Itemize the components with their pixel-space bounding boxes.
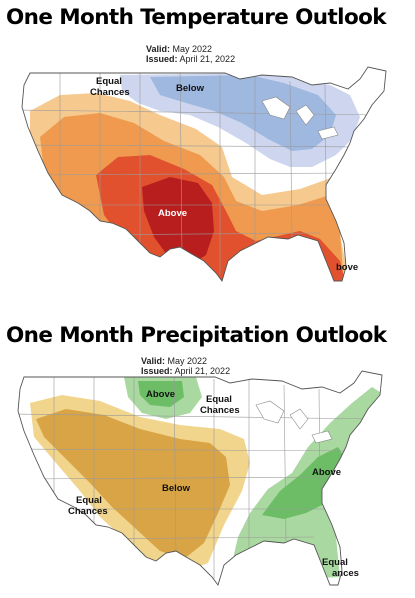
precipitation-valid-label: Valid: bbox=[141, 356, 166, 366]
temperature-issued-label: Issued: bbox=[146, 54, 178, 64]
precipitation-above-north-mid-region bbox=[138, 381, 184, 407]
precipitation-below-label: Below bbox=[162, 483, 191, 494]
temperature-valid-info: Valid: May 2022 Issued: April 21, 2022 bbox=[146, 44, 235, 64]
temperature-map: Equal Chances Below Above bove bbox=[21, 66, 387, 282]
precipitation-above-north-label: Above bbox=[146, 389, 175, 400]
temperature-equal-chances-label-1: Equal bbox=[96, 76, 122, 87]
precipitation-panel: One Month Precipitation Outlook Valid: M… bbox=[0, 300, 415, 598]
precipitation-equal-se-label-2: ances bbox=[332, 568, 359, 579]
precipitation-issued-label: Issued: bbox=[141, 366, 173, 376]
precipitation-below-mid-region bbox=[36, 409, 230, 559]
precipitation-equal-mid-label-1: Equal bbox=[206, 394, 232, 405]
temperature-us-outline bbox=[21, 66, 387, 282]
temperature-above-florida-label: bove bbox=[336, 262, 358, 273]
precipitation-valid-info: Valid: May 2022 Issued: April 21, 2022 bbox=[141, 356, 230, 376]
temperature-below-label: Below bbox=[176, 83, 205, 94]
temperature-above-label: Above bbox=[158, 208, 187, 219]
precipitation-title: One Month Precipitation Outlook bbox=[6, 323, 387, 348]
temperature-above-peak-region bbox=[142, 177, 214, 265]
temperature-borders bbox=[22, 67, 381, 275]
temperature-title: One Month Temperature Outlook bbox=[6, 5, 387, 30]
precipitation-equal-west-label-2: Chances bbox=[68, 506, 108, 517]
temperature-valid-value: May 2022 bbox=[172, 44, 213, 54]
precipitation-map: Above Equal Chances Below Equal Chances … bbox=[17, 370, 383, 586]
precipitation-above-east-label: Above bbox=[312, 467, 341, 478]
precipitation-us-outline bbox=[17, 370, 383, 586]
temperature-panel: One Month Temperature Outlook Valid: May… bbox=[6, 5, 387, 282]
temperature-issued-value: April 21, 2022 bbox=[179, 54, 236, 64]
precipitation-equal-mid-label-2: Chances bbox=[200, 405, 240, 416]
temperature-great-lakes bbox=[261, 96, 339, 140]
precipitation-equal-se-label-1: Equal bbox=[322, 557, 348, 568]
temperature-valid-label: Valid: bbox=[146, 44, 171, 54]
precipitation-valid-value: May 2022 bbox=[167, 356, 208, 366]
precipitation-borders bbox=[18, 371, 375, 579]
precipitation-equal-west-label-1: Equal bbox=[76, 495, 102, 506]
temperature-equal-chances-label-2: Chances bbox=[90, 87, 130, 98]
precipitation-great-lakes bbox=[255, 400, 333, 444]
precipitation-issued-value: April 21, 2022 bbox=[174, 366, 231, 376]
